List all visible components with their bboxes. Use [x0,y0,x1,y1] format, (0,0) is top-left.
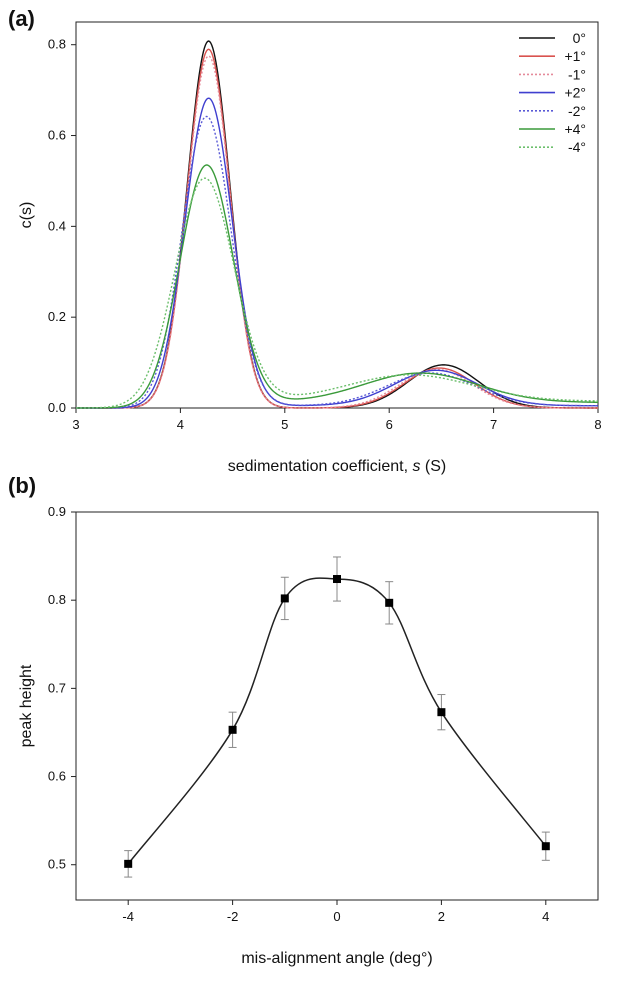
legend-label: +2° [564,85,586,101]
fit-curve [127,577,547,865]
legend-label: +1° [564,48,586,64]
panel-a-x-tick-label: 4 [177,417,184,432]
panel-b-x-axis-label: mis-alignment angle (deg°) [241,950,432,967]
series-line-4 [76,97,598,409]
data-point [385,598,394,607]
panel-a-x-ticks: 3 4 5 6 7 8 [72,408,602,432]
data-point [228,725,237,734]
panel-a-series [76,40,599,409]
panel-b-x-tick-label: 4 [542,909,549,924]
panel-b-points [124,556,550,878]
panel-b-fit-curve [127,577,547,865]
panel-a-y-tick-label: 0.0 [48,400,66,415]
panel-a-letter: (a) [8,6,35,31]
legend-label: -1° [568,66,586,82]
series-line-1 [76,40,598,409]
data-point [541,842,550,851]
panel-a-y-tick-label: 0.8 [48,37,66,52]
series-line-2 [76,48,598,409]
panel-b-x-tick-label: 0 [333,909,340,924]
panel-a-y-tick-label: 0.4 [48,218,66,233]
panel-a-x-tick-label: 3 [72,417,79,432]
series-line-6 [76,164,599,409]
panel-a-y-tick-label: 0.6 [48,128,66,143]
series-line-5 [76,115,599,409]
panel-a-y-tick-label: 0.2 [48,309,66,324]
panel-b-y-tick-label: 0.7 [48,680,66,695]
panel-b-y-axis-label: peak height [18,664,35,747]
data-point [333,575,341,584]
legend-label: +4° [564,121,586,137]
panel-a-y-axis-label: c(s) [18,202,35,229]
panel-b-y-tick-label: 0.5 [48,857,66,872]
series-line-7 [76,177,599,409]
panel-a-x-tick-label: 6 [386,417,393,432]
series-line-3 [76,55,598,409]
panel-b-x-tick-label: 2 [438,909,445,924]
panel-a-legend: 0° +1° -1° +2° -2° +4° -4° [519,30,586,155]
panel-a-frame [75,21,599,409]
panel-b-y-tick-label: 0.6 [48,769,66,784]
panel-a-x-tick-label: 7 [490,417,497,432]
panel-b-x-tick-label: -4 [122,909,134,924]
legend-label: 0° [573,30,586,46]
panel-b: (b) -4 -2 0 2 4 0.5 0.6 0.7 0.8 0.9 mis-alignmen… [8,473,599,967]
data-point [280,594,289,603]
panel-a-x-axis-label: sedimentation coefficient, s (S) [228,458,446,475]
panel-b-y-tick-label: 0.9 [48,504,66,519]
panel-a: (a) 3 4 5 6 7 8 0.0 0.2 0.4 0.6 0.8 0° +1° -1° +2° -2… [8,6,602,475]
panel-b-x-ticks: -4 -2 0 2 4 [122,900,549,924]
panel-b-letter: (b) [8,473,36,498]
panel-b-y-tick-label: 0.8 [48,592,66,607]
data-point [437,708,446,717]
panel-a-x-tick-label: 8 [594,417,601,432]
panel-b-x-tick-label: -2 [227,909,239,924]
legend-label: -4° [568,139,586,155]
panel-b-y-ticks: 0.5 0.6 0.7 0.8 0.9 [48,504,76,872]
panel-a-y-ticks: 0.0 0.2 0.4 0.6 0.8 [48,37,76,415]
data-point [124,859,133,868]
panel-a-x-tick-label: 5 [281,417,288,432]
legend-label: -2° [568,103,586,119]
